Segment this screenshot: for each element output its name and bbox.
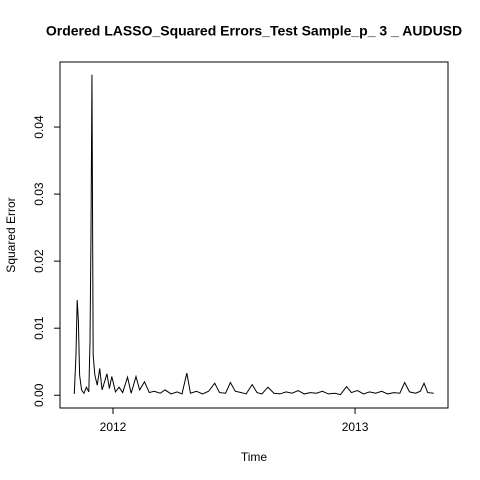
x-axis-label: Time [241,450,268,464]
y-tick-label: 0.01 [32,316,46,340]
y-tick-label: 0.03 [32,182,46,206]
x-tick-label: 2012 [100,420,127,434]
series-line [73,74,434,396]
chart-title: Ordered LASSO_Squared Errors_Test Sample… [46,23,462,39]
y-tick-label: 0.00 [32,383,46,407]
plot-frame [59,61,449,409]
x-tick-label: 2013 [342,420,369,434]
y-axis-label: Squared Error [4,197,18,272]
y-tick-label: 0.04 [32,115,46,139]
y-tick-label: 0.02 [32,249,46,273]
